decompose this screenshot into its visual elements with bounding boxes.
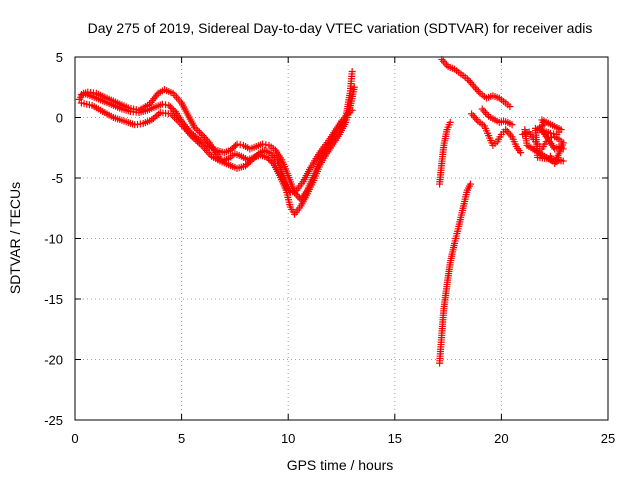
- data-point-marker: [243, 160, 251, 168]
- data-point-marker: [466, 78, 474, 86]
- data-point-marker: [517, 149, 525, 157]
- data-point-marker: [197, 130, 205, 138]
- data-point-marker: [441, 59, 449, 67]
- data-point-marker: [473, 86, 481, 94]
- data-point-marker: [446, 118, 454, 126]
- y-tick-label: -5: [51, 171, 63, 186]
- data-point-marker: [466, 180, 474, 188]
- data-point-marker: [194, 127, 202, 135]
- data-point-marker: [471, 84, 479, 92]
- x-tick-label: 10: [281, 431, 295, 446]
- data-point-marker: [228, 145, 236, 153]
- data-point-marker: [268, 158, 276, 166]
- data-point-marker: [155, 110, 163, 118]
- x-tick-label: 15: [388, 431, 402, 446]
- data-point-marker: [481, 109, 489, 117]
- data-point-marker: [250, 154, 258, 162]
- data-point-marker: [262, 141, 270, 149]
- data-point-marker: [245, 159, 253, 167]
- data-point-marker: [187, 131, 195, 139]
- data-point-marker: [506, 103, 514, 111]
- y-axis-label: SDTVAR / TECUs: [7, 182, 23, 294]
- data-point-marker: [474, 87, 482, 95]
- y-tick-label: -25: [44, 413, 63, 428]
- data-point-marker: [550, 130, 558, 138]
- data-point-marker: [246, 157, 254, 165]
- data-point-marker: [251, 153, 259, 161]
- data-point-marker: [263, 153, 271, 161]
- data-point-marker: [181, 124, 189, 132]
- data-point-marker: [179, 122, 187, 130]
- data-point-marker: [168, 104, 176, 112]
- data-point-marker: [184, 128, 192, 136]
- data-point-marker: [165, 101, 173, 109]
- grid-lines: [75, 57, 608, 420]
- data-point-marker: [196, 128, 204, 136]
- data-point-marker: [439, 57, 447, 65]
- data-point-marker: [192, 125, 200, 133]
- y-tick-label: 0: [56, 111, 63, 126]
- y-tick-label: -20: [44, 353, 63, 368]
- data-point-marker: [231, 142, 239, 150]
- y-tick-labels: -25 -20 -15 -10 -5 0 5: [44, 50, 63, 428]
- data-point-marker: [230, 143, 238, 151]
- x-tick-label: 5: [178, 431, 185, 446]
- data-point-marker: [348, 68, 356, 76]
- data-point-marker: [185, 129, 193, 137]
- data-point-marker: [505, 129, 513, 137]
- data-point-marker: [508, 121, 516, 129]
- data-point-marker: [242, 162, 250, 170]
- data-point-marker: [178, 121, 186, 129]
- data-point-marker: [158, 100, 166, 108]
- data-point-marker: [480, 107, 488, 115]
- data-point-marker: [227, 146, 235, 154]
- data-point-marker: [470, 82, 478, 90]
- data-marks: [75, 55, 567, 367]
- plot-frame: [74, 56, 609, 421]
- y-tick-label: -15: [44, 292, 63, 307]
- data-point-marker: [236, 141, 244, 149]
- data-point-marker: [162, 101, 170, 109]
- x-tick-label: 20: [494, 431, 508, 446]
- data-point-marker: [559, 145, 567, 153]
- data-point-marker: [465, 77, 473, 85]
- y-tick-label: 5: [56, 50, 63, 65]
- data-point-marker: [248, 156, 256, 164]
- data-point-marker: [468, 80, 476, 88]
- data-point-marker: [253, 151, 261, 159]
- data-point-marker: [350, 83, 358, 91]
- data-point-marker: [546, 152, 554, 160]
- data-point-marker: [166, 103, 174, 111]
- chart-title: Day 275 of 2019, Sidereal Day-to-day VTE…: [88, 20, 593, 36]
- x-tick-label: 0: [71, 431, 78, 446]
- data-point-marker: [348, 106, 356, 114]
- data-point-marker: [264, 155, 272, 163]
- x-tick-labels: 0 5 10 15 20 25: [71, 431, 615, 446]
- data-point-marker: [182, 126, 190, 134]
- data-point-marker: [546, 129, 554, 137]
- x-axis-label: GPS time / hours: [287, 457, 394, 473]
- data-point-marker: [472, 115, 480, 123]
- data-point-marker: [233, 140, 241, 148]
- axis-ticks: [74, 56, 609, 421]
- data-point-marker: [469, 112, 477, 120]
- data-point-marker: [468, 110, 476, 118]
- data-point-marker: [201, 133, 209, 141]
- data-point-marker: [176, 119, 184, 127]
- data-point-marker: [259, 140, 267, 148]
- data-point-marker: [266, 156, 274, 164]
- x-tick-label: 25: [601, 431, 615, 446]
- data-point-marker: [190, 123, 198, 131]
- y-tick-label: -10: [44, 232, 63, 247]
- data-point-marker: [478, 105, 486, 113]
- data-point-marker: [471, 114, 479, 121]
